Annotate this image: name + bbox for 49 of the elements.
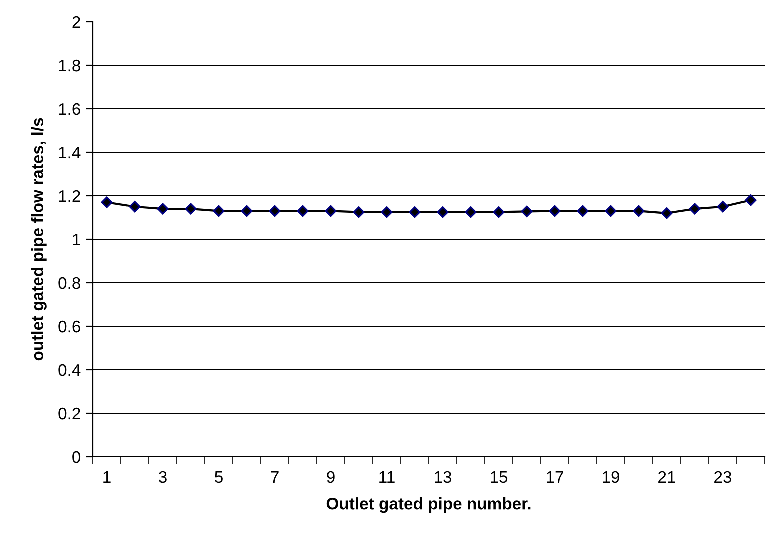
point <box>101 196 113 208</box>
x-tick-label: 9 <box>327 471 335 484</box>
x-tick-label: 11 <box>380 472 395 483</box>
point <box>297 205 309 217</box>
y-tick-label: 0.6 <box>58 320 80 333</box>
point <box>353 206 365 218</box>
y-tick-label: 0 <box>72 451 81 464</box>
point <box>185 203 197 215</box>
y-tick-label: 1.8 <box>59 60 80 72</box>
point <box>381 206 393 218</box>
y-tick-label: 1.2 <box>59 190 80 202</box>
point <box>129 201 141 213</box>
x-tick-label: 5 <box>215 472 223 484</box>
x-tick-label: 7 <box>271 472 279 483</box>
y-tick-label: 0.8 <box>58 277 80 290</box>
x-tick-label: 15 <box>491 472 508 484</box>
x-tick-label: 13 <box>435 471 452 484</box>
point <box>493 206 505 218</box>
point <box>325 205 337 217</box>
point <box>269 205 281 217</box>
point <box>689 203 701 215</box>
y-tick-label: 2 <box>72 16 80 28</box>
point <box>241 205 253 217</box>
y-tick-label: 0.4 <box>58 364 81 376</box>
point <box>437 206 449 218</box>
point <box>521 206 533 218</box>
point <box>465 206 477 218</box>
y-tick-label: 1.4 <box>59 147 81 159</box>
point <box>745 194 757 206</box>
point <box>549 205 561 217</box>
x-tick-label: 23 <box>714 471 732 484</box>
point <box>213 205 225 217</box>
point <box>577 205 589 217</box>
point <box>157 203 169 215</box>
x-tick-label: 1 <box>104 472 111 483</box>
point <box>633 205 645 217</box>
point <box>409 206 421 218</box>
y-axis-title: outlet gated pipe flow rates, l/s <box>31 118 47 361</box>
x-tick-label: 21 <box>658 471 676 483</box>
point <box>605 205 617 217</box>
point <box>717 201 729 213</box>
x-tick-label: 17 <box>547 472 564 483</box>
x-axis-title: Outlet gated pipe number. <box>326 498 531 514</box>
y-tick-label: 0.2 <box>58 408 80 420</box>
point <box>661 208 673 220</box>
x-tick-label: 3 <box>159 471 167 484</box>
x-tick-label: 19 <box>603 471 620 484</box>
y-tick-label: 1 <box>73 234 80 246</box>
y-tick-label: 1.6 <box>59 103 80 116</box>
